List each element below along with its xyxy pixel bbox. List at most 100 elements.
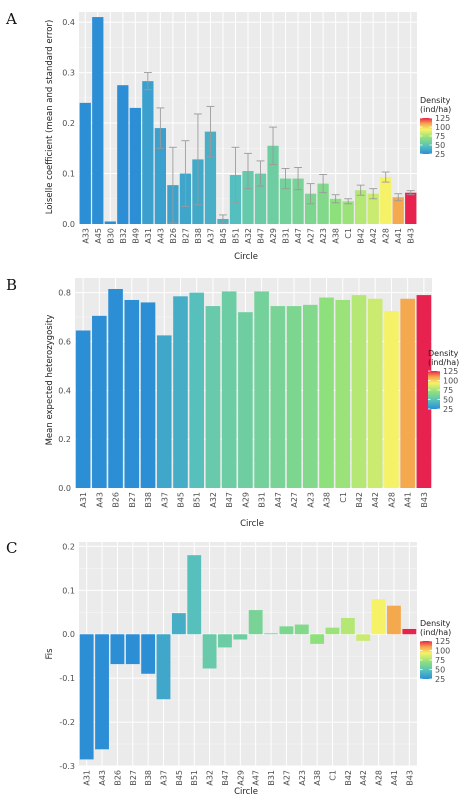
panel-c-bar-a43 (95, 634, 109, 750)
panel-b-bar-a31 (75, 330, 91, 488)
panel-b-x-tick-label: A27 (290, 492, 299, 508)
panel-c-x-tick-label: A27 (282, 770, 291, 786)
panel-b-legend-title-line1: Density (428, 349, 459, 358)
panel-a-legend-tick-label: 125 (435, 114, 450, 123)
panel-b-legend-title-line2: (ind/ha) (428, 358, 459, 367)
panel-a-x-axis-title: Circle (234, 252, 258, 262)
panel-a-error-bar-a23 (319, 174, 328, 194)
panel-b-legend-tick-label: 125 (443, 367, 458, 376)
panel-b-x-tick-label: B47 (225, 492, 234, 508)
panel-c-legend-tick-label: 125 (435, 637, 450, 646)
panel-a-x-tick-label: B49 (131, 228, 140, 244)
panel-a-error-bar-b31 (281, 168, 290, 190)
panel-a-x-tick-label: B31 (282, 228, 291, 244)
panel-c-x-tick-label: A29 (236, 770, 245, 786)
panel-b-bar-b31 (254, 291, 269, 488)
panel-b-x-tick-label: A42 (371, 492, 380, 508)
panel-b-legend-tick-label: 25 (443, 405, 453, 414)
panel-c-y-tick-label: 0.2 (62, 542, 75, 551)
panel-a-error-bar-a29 (269, 126, 277, 165)
panel-c-bar-a37 (156, 634, 171, 700)
panel-c-bar-a23 (294, 624, 309, 635)
panel-b-x-tick-label: B43 (420, 492, 429, 508)
panel-c-x-tick-label: A47 (252, 770, 261, 786)
panel-b-bar-b45 (173, 296, 188, 488)
panel-b-y-tick-label: 0.4 (58, 386, 71, 395)
panel-b-x-tick-label: A31 (79, 492, 88, 508)
panel-a-error-bar-a37 (206, 105, 215, 158)
panel-a-x-tick-label: A27 (307, 228, 316, 244)
panel-a-x-tick-label: A45 (94, 228, 103, 244)
panel-c-bar-c1 (325, 627, 340, 635)
panel-c-bar-a28 (371, 599, 386, 635)
panel-a-bar-a45 (92, 17, 104, 224)
panel-b-bar-a37 (156, 335, 172, 488)
panel-c-bar-b27 (125, 634, 140, 665)
panel-b-x-tick-label: B38 (144, 492, 153, 508)
panel-a-bar-a42 (367, 193, 379, 224)
panel-b-bar-a27 (286, 306, 302, 488)
panel-a-error-bar-b45 (219, 214, 227, 224)
panel-a-legend-colorbar (420, 118, 432, 154)
panel-c-y-tick-label: 0.1 (62, 586, 75, 595)
panel-c-x-tick-label: A23 (298, 770, 307, 786)
panel-b-bar-c1 (335, 299, 351, 488)
panel-a-legend-tick-label: 75 (435, 132, 445, 141)
panel-a-x-tick-label: B38 (194, 228, 203, 244)
panel-c-y-tick-label: 0.0 (62, 630, 75, 639)
panel-c-x-axis-title: Circle (234, 787, 258, 797)
panel-b-x-tick-label: B51 (193, 492, 202, 508)
panel-a-x-tick-label: B43 (407, 228, 416, 244)
panel-c-bar-a31 (79, 634, 94, 760)
panel-a-x-tick-label: A33 (81, 228, 90, 244)
panel-c-legend-title-line1: Density (420, 619, 451, 628)
panel-c-bar-b42 (340, 617, 355, 635)
panel-c-bar-a32 (202, 634, 217, 669)
panel-b-bar-b51 (189, 292, 205, 488)
panel-c-y-tick-label: -0.3 (59, 762, 75, 771)
panel-c-bar-a42 (356, 634, 371, 641)
panel-c-x-tick-label: B43 (405, 770, 414, 786)
panel-b-bar-b43 (416, 295, 432, 488)
panel-a-error-bar-c1 (344, 198, 353, 205)
panel-c-bar-a27 (279, 626, 294, 635)
panel-c-x-tick-label: A38 (313, 770, 322, 786)
panel-c-y-tick-label: -0.1 (59, 674, 75, 683)
panel-a-bar-b49 (129, 107, 141, 224)
panel-a-error-bar-b51 (231, 146, 240, 204)
panel-a-x-tick-label: A38 (332, 228, 341, 244)
panel-a-y-tick-label: 0.2 (62, 119, 75, 128)
panel-a-bar-b47 (254, 173, 267, 224)
panel-c-x-tick-label: A28 (375, 770, 384, 786)
panel-b-bar-a38 (319, 297, 334, 488)
panel-a-x-tick-label: A42 (369, 228, 378, 244)
panel-c-legend-tick-label: 100 (435, 647, 450, 656)
panel-c-bar-b38 (141, 634, 156, 674)
panel-a-bar-b32 (117, 85, 129, 224)
panel-c-bar-a38 (310, 634, 325, 644)
panel-a-x-tick-label: A32 (244, 228, 253, 244)
panel-b-bar-b38 (140, 302, 156, 488)
panel-a-legend-tick-label: 50 (435, 141, 445, 150)
panel-b-x-tick-label: A32 (209, 492, 218, 508)
panel-a-error-bar-a43 (156, 107, 165, 149)
panel-b-x-tick-label: B42 (355, 492, 364, 508)
panel-a-bar-a31 (142, 81, 154, 225)
panel-b-bar-b47 (221, 291, 237, 488)
panel-b-x-tick-label: A43 (95, 492, 104, 508)
panel-b-y-tick-label: 0.8 (58, 289, 71, 298)
panel-a-bar-a32 (242, 171, 254, 224)
panel-a-bar-b42 (355, 190, 367, 224)
panel-a-bar-a27 (304, 193, 317, 224)
panel-a-y-tick-label: 0.1 (62, 170, 75, 179)
panel-c-legend-tick-label: 75 (435, 656, 445, 665)
panel-a-error-bar-a42 (369, 188, 378, 200)
panel-b-x-tick-label: B27 (128, 492, 137, 508)
panel-a-x-tick-label: B27 (181, 228, 190, 244)
panel-b-x-tick-label: A29 (241, 492, 250, 508)
panel-c-x-tick-label: A37 (160, 770, 169, 786)
